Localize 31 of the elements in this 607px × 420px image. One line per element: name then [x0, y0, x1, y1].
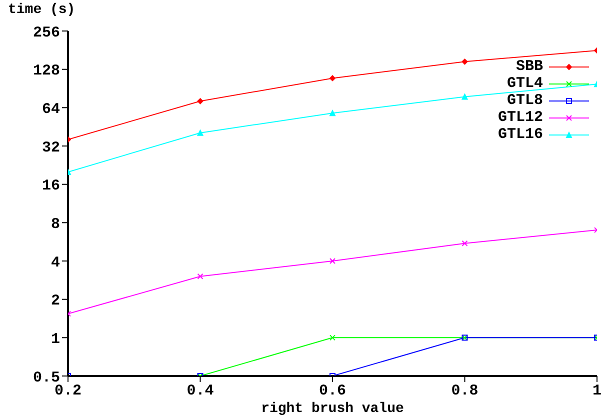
y-tick-label: 16	[42, 178, 60, 195]
x-tick-label: 0.6	[318, 382, 346, 400]
y-tick-label: 128	[32, 62, 60, 80]
point	[197, 130, 204, 136]
point	[330, 75, 336, 82]
legend-label: SBB	[516, 58, 543, 75]
y-tick-label: 32	[42, 139, 60, 156]
x-axis-title: right brush value	[261, 401, 404, 417]
x-tick-label: 0.4	[186, 382, 214, 400]
y-axis-title: time (s)	[8, 2, 76, 18]
y-tick-label: 256	[32, 24, 60, 42]
legend-label: GTL12	[498, 109, 543, 126]
point	[462, 240, 468, 246]
point	[462, 94, 468, 100]
y-tick-label: 2	[50, 292, 60, 310]
point	[197, 273, 204, 280]
y-tick-label: 64	[42, 100, 60, 118]
legend-label: GTL8	[506, 92, 543, 109]
y-tick-label: 4	[50, 254, 60, 272]
y-tick-label: 8	[50, 216, 60, 233]
point	[330, 258, 336, 264]
x-tick-label: 0.2	[54, 382, 82, 400]
legend-label: GTL16	[498, 126, 543, 143]
legend-label: GTL4	[506, 75, 543, 92]
point	[330, 334, 336, 341]
point	[462, 58, 468, 65]
x-tick-label: 0.8	[451, 382, 478, 400]
point	[330, 110, 336, 116]
y-tick-label: 1	[50, 330, 60, 348]
x-tick-label: 1	[592, 382, 602, 400]
point	[197, 98, 204, 104]
